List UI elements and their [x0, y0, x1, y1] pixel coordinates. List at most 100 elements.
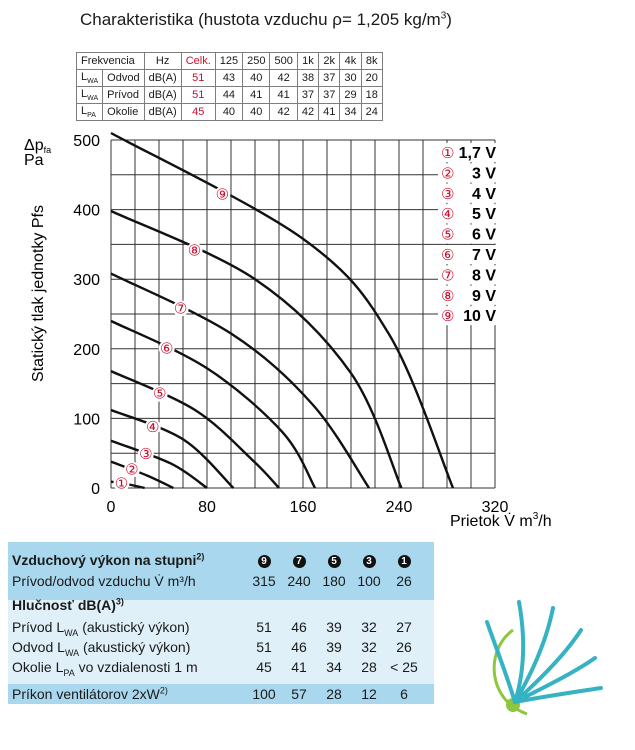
- series-marker: ⑤: [153, 386, 166, 403]
- table-header-cell: 2k: [318, 52, 341, 70]
- step-badge: 7: [279, 550, 319, 570]
- table-cell: 30: [339, 69, 362, 87]
- step-badge: 3: [349, 550, 389, 570]
- table-cell: 43: [214, 69, 244, 87]
- legend-entry-bg: [438, 265, 500, 285]
- noise-title: Hlučnosť dB(A)3): [12, 596, 124, 613]
- legend-label: 1,7 V: [459, 145, 497, 162]
- legend-label: 8 V: [472, 267, 496, 284]
- series-marker-bg: [214, 186, 231, 203]
- brand-logo: [485, 600, 603, 716]
- legend-label: 4 V: [472, 186, 496, 203]
- legend-entry-bg: [438, 306, 500, 326]
- chart-curve-markers: ①②③ ④ ⑤ ⑥ ⑦ ⑧ ⑨: [113, 186, 231, 492]
- series-marker: ②: [125, 462, 138, 479]
- octave-table-header-row: Frekvencia Hz Celk. 125 250 500 1k 2k 4k…: [76, 52, 383, 70]
- series-marker-bg: [123, 461, 140, 478]
- x-tick-label: 0: [107, 499, 116, 516]
- x-tick-label: 240: [386, 499, 413, 516]
- series-marker: ⑦: [174, 300, 187, 317]
- table-cell: 57: [291, 686, 307, 702]
- table-cell: 39: [326, 619, 342, 635]
- y-tick-label: 400: [73, 203, 100, 220]
- legend-entry-bg: [438, 224, 500, 244]
- x-tick-label: 80: [198, 499, 216, 516]
- table-cell: 28: [326, 686, 342, 702]
- table-cell: 38: [296, 69, 320, 87]
- table-cell: 42: [296, 103, 320, 121]
- table-cell: Prívod: [102, 86, 145, 104]
- logo-fan-blades: [485, 600, 603, 704]
- chart-heading: Charakteristika (hustota vzduchu ρ= 1,20…: [80, 10, 452, 29]
- series-marker: ⑧: [188, 243, 201, 260]
- series-marker-bg: [172, 300, 189, 317]
- legend-label: 6 V: [472, 227, 496, 244]
- octave-band-table: Frekvencia Hz Celk. 125 250 500 1k 2k 4k…: [75, 52, 383, 121]
- series-marker: ⑨: [216, 186, 229, 203]
- table-cell: 18: [360, 86, 383, 104]
- step-badge: 5: [314, 550, 354, 570]
- table-cell: 46: [291, 639, 307, 655]
- table-header-cell: Celk.: [180, 52, 216, 70]
- y-unit-label: Pa: [24, 152, 44, 169]
- table-cell: 100: [252, 686, 276, 702]
- table-cell: 240: [287, 573, 311, 589]
- table-cell: 41: [242, 86, 271, 104]
- table-cell: 41: [318, 103, 341, 121]
- table-cell: < 25: [390, 659, 418, 675]
- table-cell: 26: [396, 639, 412, 655]
- table-cell: 39: [326, 639, 342, 655]
- legend-entry-bg: [438, 143, 500, 162]
- step-badge: 9: [244, 550, 284, 570]
- table-cell: 37: [318, 69, 341, 87]
- series-marker-bg: [113, 475, 130, 492]
- performance-title: Vzduchový výkon na stupni2): [12, 551, 205, 568]
- legend-marker: ⑧: [441, 288, 454, 305]
- performance-band-airflow: [8, 542, 434, 600]
- legend-entry-bg: [438, 163, 500, 183]
- series-marker-bg: [186, 242, 203, 259]
- legend-marker: ⑨: [441, 308, 454, 325]
- table-header-cell: 4k: [339, 52, 362, 70]
- y-axis-title: Statický tlak jednotky Pfs: [30, 205, 47, 382]
- legend-marker: ③: [441, 186, 454, 203]
- table-cell: 41: [269, 86, 298, 104]
- series-marker-bg: [151, 385, 168, 402]
- table-cell: 20: [360, 69, 383, 87]
- table-cell: 29: [339, 86, 362, 104]
- table-cell: 51: [180, 69, 216, 87]
- table-cell: 28: [361, 659, 377, 675]
- table-cell: 46: [291, 619, 307, 635]
- ambient-noise-label: Okolie LPA vo vzdialenosti 1 m: [12, 659, 198, 678]
- extract-noise-label: Odvod LWA (akustický výkon): [12, 639, 191, 658]
- table-cell: LWA: [75, 86, 104, 104]
- x-tick-label: 160: [290, 499, 317, 516]
- table-cell: 44: [214, 86, 244, 104]
- table-cell: 37: [318, 86, 341, 104]
- table-header-cell: 500: [269, 52, 298, 70]
- table-row: LWA Prívod dB(A) 51 44 41 41 37 37 29 18: [75, 86, 383, 104]
- table-cell: 180: [322, 573, 346, 589]
- table-cell: LWA: [75, 69, 104, 87]
- legend-entry-bg: [438, 245, 500, 264]
- table-cell: 41: [291, 659, 307, 675]
- table-row: Prívod/odvod vzduchu V̇ m³/h 315 240 180…: [8, 571, 434, 591]
- table-cell: 32: [361, 619, 377, 635]
- performance-table: Vzduchový výkon na stupni2) 9 7 5 3 1 Pr…: [8, 542, 434, 704]
- noise-title-row: Hlučnosť dB(A)3): [8, 595, 434, 615]
- table-row: Odvod LWA (akustický výkon) 51 46 39 32 …: [8, 637, 434, 657]
- table-cell: 34: [339, 103, 362, 121]
- series-marker-bg: [137, 445, 154, 462]
- series-line: [110, 408, 235, 489]
- legend-label: 10 V: [463, 308, 496, 325]
- table-cell: 6: [400, 686, 408, 702]
- chart-tick-labels: 0 80 160 240 320 0 100 200 300 400 500: [73, 133, 508, 516]
- legend-label: 5 V: [472, 206, 496, 223]
- table-cell: 100: [357, 573, 381, 589]
- series-marker-bg: [158, 340, 175, 357]
- chart-grid: [110, 139, 496, 489]
- table-cell: 12: [361, 686, 377, 702]
- table-row: Okolie LPA vo vzdialenosti 1 m 45 41 34 …: [8, 657, 434, 677]
- step-badge: 1: [384, 550, 424, 570]
